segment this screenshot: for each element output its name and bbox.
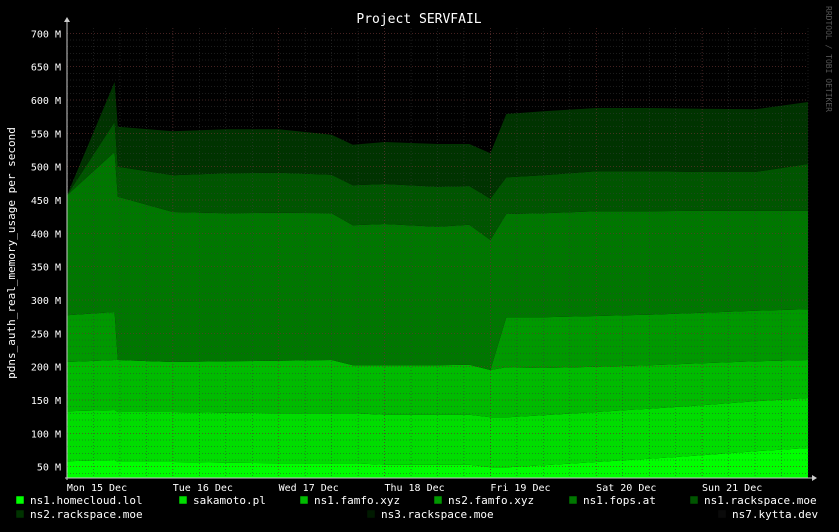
legend-item: ns2.rackspace.moe: [15, 508, 143, 521]
area-series-4: [67, 152, 808, 370]
area-series-0: [67, 448, 808, 478]
legend-item: ns1.rackspace.moe: [689, 494, 817, 507]
y-axis-ticks: 50 M 100 M 150 M 200 M 250 M 300 M 350 M 400 M 4…: [31, 29, 61, 473]
y-tick-label: 150 M: [31, 396, 61, 407]
x-axis-ticks: Mon 15 Dec Tue 16 Dec Wed 17 Dec Thu 18 Dec…: [67, 483, 762, 494]
legend-swatch: [433, 495, 443, 505]
legend: ns1.homecloud.lol sakamoto.pl ns1.famfo.xy…: [15, 494, 818, 521]
watermark: RRDTOOL / TOBI OETIKER: [824, 6, 833, 112]
chart-title: Project SERVFAIL: [356, 12, 481, 27]
x-tick-label: Thu 18 Dec: [384, 483, 444, 494]
chart-grid: [66, 28, 809, 478]
x-tick-label: Mon 15 Dec: [67, 483, 127, 494]
legend-item: ns1.homecloud.lol: [15, 494, 143, 507]
x-tick-label: Fri 19 Dec: [490, 483, 550, 494]
legend-label: ns1.rackspace.moe: [704, 494, 817, 507]
legend-label: ns1.fops.at: [583, 494, 656, 507]
legend-item: sakamoto.pl: [178, 494, 266, 507]
y-tick-label: 600 M: [31, 96, 61, 107]
y-tick-label: 50 M: [37, 463, 61, 474]
area-series-5: [67, 122, 808, 240]
y-tick-label: 250 M: [31, 329, 61, 340]
y-tick-label: 500 M: [31, 163, 61, 174]
y-tick-label: 550 M: [31, 129, 61, 140]
legend-swatch: [299, 495, 309, 505]
legend-swatch: [717, 509, 727, 519]
legend-item: ns7.kytta.dev: [717, 508, 818, 521]
legend-label: ns1.homecloud.lol: [30, 494, 143, 507]
legend-item: ns1.famfo.xyz: [299, 494, 400, 507]
legend-label: ns3.rackspace.moe: [381, 508, 494, 521]
y-tick-label: 200 M: [31, 363, 61, 374]
x-tick-label: Tue 16 Dec: [173, 483, 233, 494]
x-tick-label: Sun 21 Dec: [702, 483, 762, 494]
y-tick-label: 350 M: [31, 263, 61, 274]
legend-swatch: [178, 495, 188, 505]
x-axis-arrow: [812, 475, 817, 481]
y-tick-label: 700 M: [31, 29, 61, 40]
legend-swatch: [689, 495, 699, 505]
x-tick-label: Sat 20 Dec: [596, 483, 656, 494]
y-tick-label: 100 M: [31, 429, 61, 440]
legend-label: sakamoto.pl: [193, 494, 266, 507]
legend-swatch: [15, 509, 25, 519]
y-axis-arrow: [64, 17, 70, 22]
area-series-3: [67, 309, 808, 370]
y-tick-label: 400 M: [31, 229, 61, 240]
x-tick-label: Wed 17 Dec: [279, 483, 339, 494]
y-tick-label: 650 M: [31, 63, 61, 74]
legend-item: ns1.fops.at: [568, 494, 656, 507]
y-tick-label: 300 M: [31, 296, 61, 307]
y-tick-label: 450 M: [31, 196, 61, 207]
legend-label: ns7.kytta.dev: [732, 508, 818, 521]
legend-swatch: [15, 495, 25, 505]
legend-item: ns2.famfo.xyz: [433, 494, 534, 507]
legend-label: ns1.famfo.xyz: [314, 494, 400, 507]
legend-label: ns2.rackspace.moe: [30, 508, 143, 521]
legend-label: ns2.famfo.xyz: [448, 494, 534, 507]
legend-swatch: [568, 495, 578, 505]
y-axis-label: pdns_auth_real_memory_usage per second: [5, 127, 18, 379]
legend-swatch: [366, 509, 376, 519]
legend-item: ns3.rackspace.moe: [366, 508, 494, 521]
chart-axes: [64, 17, 817, 481]
